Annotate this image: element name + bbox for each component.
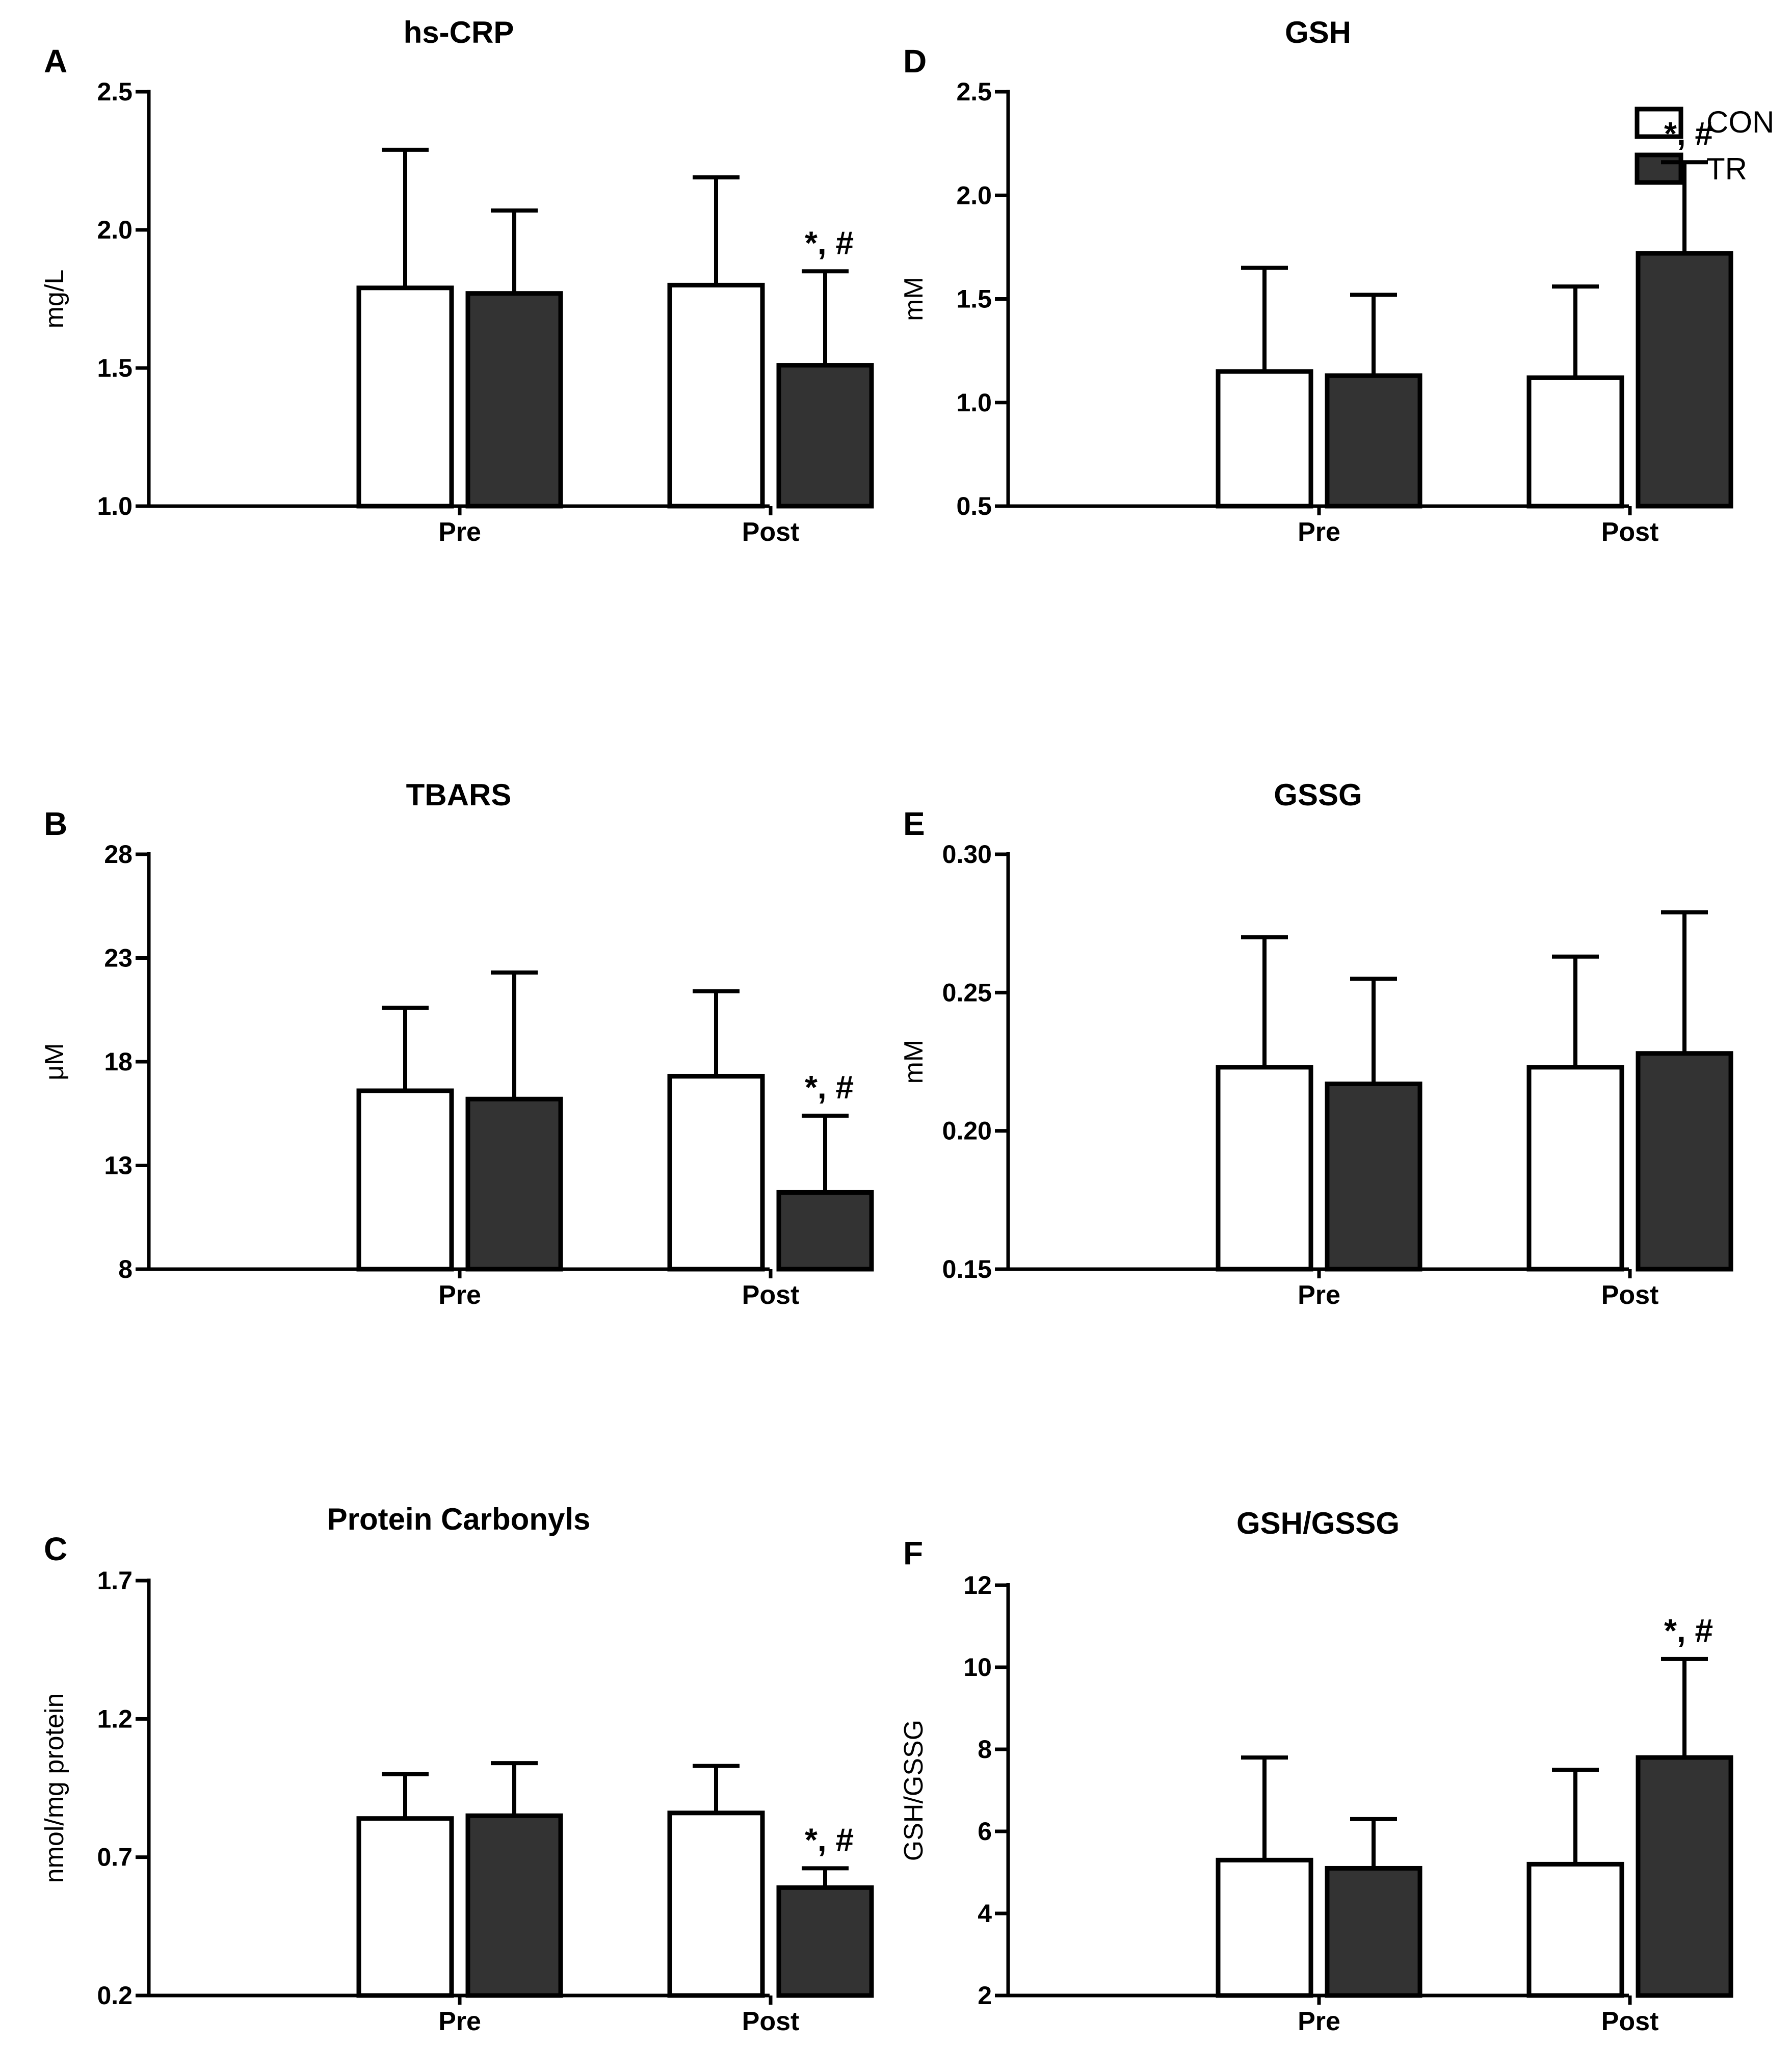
x-tick-label-e-pre: Pre <box>1298 1280 1340 1310</box>
bar-con-pre <box>356 1816 454 1998</box>
panel-letter-c: C <box>44 1531 67 1567</box>
x-tick-label-f-pre: Pre <box>1298 2007 1340 2036</box>
y-tick-label-b: 13 <box>104 1151 133 1180</box>
x-tick-label-e-post: Post <box>1601 1280 1659 1310</box>
chart-panel-f: GSH/GSSG F GSH/GSSG Pre Post 2 4 6 8 10 12 *, # <box>899 1506 1733 2036</box>
y-tick-label-a: 1.5 <box>97 354 133 382</box>
y-axis-label-f: GSH/GSSG <box>899 1720 929 1861</box>
panel-letter-e: E <box>903 805 925 842</box>
y-tick-label-b: 28 <box>104 840 133 869</box>
bar-con-post <box>667 1073 765 1272</box>
panel-letter-d: D <box>903 43 927 80</box>
y-axis-label-d: mM <box>899 277 929 321</box>
bar-tr-post <box>776 1190 874 1272</box>
y-tick-label-a: 1.0 <box>97 492 133 520</box>
bar-tr-post <box>1636 1755 1733 1998</box>
y-tick-label-f: 10 <box>963 1653 992 1682</box>
bar-con-post <box>1526 1861 1624 1998</box>
y-tick-label-d: 2.5 <box>956 77 992 106</box>
y-tick-label-d: 1.5 <box>956 285 992 313</box>
significance-marker-f: *, # <box>1664 1612 1713 1649</box>
y-tick-label-e: 0.20 <box>942 1117 992 1145</box>
legend-swatch-tr <box>1635 152 1683 185</box>
x-tick-label-d-post: Post <box>1601 517 1659 547</box>
y-tick-label-c: 1.2 <box>97 1704 133 1733</box>
bar-tr-pre <box>1325 1866 1422 1998</box>
bar-tr-post <box>1636 251 1733 509</box>
bar-con-pre <box>1216 369 1313 509</box>
chart-panel-e: GSSG EmM Pre Post 0.15 0.20 0.25 0.30 <box>899 778 1733 1310</box>
y-tick-label-f: 2 <box>978 1981 992 2010</box>
bar-tr-post <box>1636 1051 1733 1272</box>
bar-tr-pre <box>1325 1081 1422 1272</box>
y-tick-label-b: 8 <box>118 1255 133 1283</box>
bar-con-pre <box>356 285 454 509</box>
bar-con-post <box>1526 375 1624 509</box>
x-tick-label-a-post: Post <box>742 517 800 547</box>
y-tick-label-c: 1.7 <box>97 1566 133 1595</box>
bar-tr-post <box>776 1885 874 1998</box>
y-tick-label-b: 18 <box>104 1047 133 1076</box>
significance-marker-a: *, # <box>805 224 854 261</box>
chart-title-a: hs-CRP <box>404 15 514 49</box>
y-tick-label-d: 2.0 <box>956 181 992 209</box>
y-tick-label-f: 6 <box>978 1817 992 1846</box>
panel-letter-f: F <box>903 1535 923 1571</box>
x-tick-label-b-pre: Pre <box>438 1280 481 1310</box>
y-tick-label-f: 12 <box>963 1571 992 1599</box>
x-tick-label-b-post: Post <box>742 1280 800 1310</box>
y-axis-label-c: nmol/mg protein <box>40 1693 69 1883</box>
y-tick-label-f: 4 <box>978 1899 992 1928</box>
x-tick-label-f-post: Post <box>1601 2007 1659 2036</box>
y-tick-label-f: 8 <box>978 1735 992 1764</box>
y-tick-label-b: 23 <box>104 944 133 973</box>
legend-label-con: CON <box>1706 105 1774 139</box>
bar-con-pre <box>1216 1857 1313 1998</box>
chart-title-c: Protein Carbonyls <box>327 1502 591 1536</box>
bar-tr-post <box>776 363 874 509</box>
bar-tr-pre <box>465 291 563 509</box>
y-tick-label-e: 0.30 <box>942 840 992 869</box>
bar-tr-pre <box>465 1096 563 1272</box>
y-axis-label-b: μM <box>40 1043 69 1080</box>
y-tick-label-e: 0.15 <box>942 1255 992 1283</box>
panel-letter-a: A <box>44 43 67 80</box>
y-tick-label-d: 0.5 <box>956 492 992 520</box>
chart-panel-d: GSH DmM Pre Post 0.5 1.0 1.5 2.0 2.5 *, # <box>899 15 1733 547</box>
bar-con-post <box>667 282 765 509</box>
y-tick-label-d: 1.0 <box>956 388 992 417</box>
chart-title-e: GSSG <box>1274 778 1362 812</box>
bar-con-pre <box>356 1088 454 1272</box>
legend: CON TR <box>1635 105 1774 186</box>
x-tick-label-d-pre: Pre <box>1298 517 1340 547</box>
y-tick-label-a: 2.0 <box>97 216 133 244</box>
bar-tr-pre <box>465 1813 563 1998</box>
chart-title-b: TBARS <box>406 778 512 812</box>
x-tick-label-c-post: Post <box>742 2007 800 2036</box>
bar-con-pre <box>1216 1065 1313 1272</box>
bar-tr-pre <box>1325 373 1422 509</box>
x-tick-label-c-pre: Pre <box>438 2007 481 2036</box>
y-tick-label-e: 0.25 <box>942 978 992 1007</box>
y-axis-label-e: mM <box>899 1040 929 1084</box>
legend-label-tr: TR <box>1706 152 1747 186</box>
y-tick-label-a: 2.5 <box>97 77 133 106</box>
chart-title-d: GSH <box>1285 15 1351 49</box>
chart-panel-b: TBARS BμM Pre Post 8 13 18 23 28 *, # <box>40 778 874 1310</box>
bar-con-post <box>667 1810 765 1998</box>
panel-letter-b: B <box>44 805 67 842</box>
chart-title-f: GSH/GSSG <box>1236 1506 1400 1540</box>
chart-panel-a: hs-CRP Amg/L Pre Post 1.0 1.5 2.0 2.5 *, # <box>40 15 874 547</box>
x-tick-label-a-pre: Pre <box>438 517 481 547</box>
significance-marker-b: *, # <box>805 1069 854 1106</box>
y-axis-label-a: mg/L <box>40 270 69 329</box>
y-tick-label-c: 0.2 <box>97 1981 133 2010</box>
legend-swatch-con <box>1635 107 1683 139</box>
significance-marker-d: *, # <box>1664 115 1713 152</box>
y-tick-label-c: 0.7 <box>97 1843 133 1872</box>
bar-con-post <box>1526 1065 1624 1272</box>
significance-marker-c: *, # <box>805 1821 854 1858</box>
